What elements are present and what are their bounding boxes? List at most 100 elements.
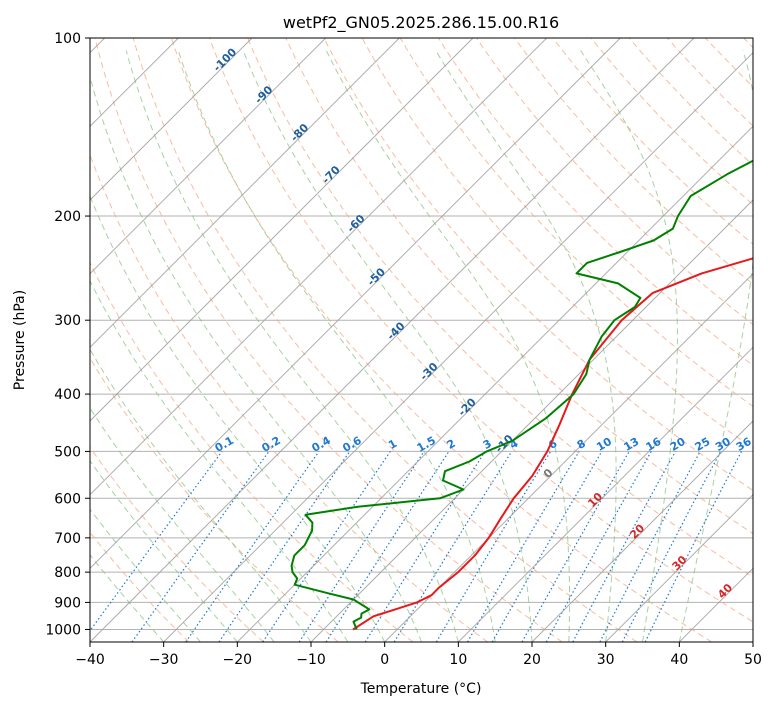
mixing-ratio-line — [364, 451, 486, 642]
dry-adiabat-line — [90, 446, 264, 642]
mixing-ratio-line — [325, 451, 450, 642]
y-tick-label: 600 — [54, 491, 81, 507]
dry-adiabat-line — [247, 38, 753, 578]
x-axis-label: Temperature (°C) — [360, 681, 482, 697]
dry-adiabat-line — [743, 38, 753, 49]
moist-adiabat-line — [90, 508, 201, 642]
mixing-ratio-line — [572, 451, 677, 642]
isotherm-line — [384, 272, 753, 642]
isotherm-label: -80 — [288, 121, 311, 144]
dry-adiabat-line — [132, 38, 638, 642]
y-tick-label: 500 — [54, 444, 81, 460]
isotherm-label: -50 — [365, 265, 388, 288]
mixing-ratio-label: 2 — [445, 437, 458, 452]
isotherm-label: -90 — [252, 83, 275, 106]
dry-adiabat-line — [209, 38, 753, 623]
moist-adiabat-line — [325, 50, 570, 642]
x-tick-label: 20 — [523, 652, 541, 668]
adiabat-label: 40 — [715, 581, 735, 601]
moist-adiabat-line — [177, 50, 496, 642]
moist-adiabat-line — [90, 74, 422, 642]
moist-adiabat-line — [125, 50, 459, 642]
mixing-ratio-line — [131, 451, 270, 642]
dry-adiabat-line — [399, 38, 753, 408]
isotherm-label: -70 — [320, 163, 343, 186]
y-tick-label: 200 — [54, 209, 81, 225]
isotherm-line — [90, 38, 548, 496]
isotherm-label: -100 — [211, 45, 240, 74]
adiabat-label: 20 — [627, 521, 647, 541]
isotherm-line — [90, 38, 695, 642]
y-axis-ticks: 100 200 300 400 500 600 700 800 900 1000 — [45, 31, 90, 638]
mixing-ratio-line — [521, 451, 630, 642]
dry-adiabat-line — [90, 153, 488, 642]
isotherm-line — [531, 420, 753, 642]
isotherm-line — [90, 38, 474, 422]
moist-adiabat-line — [580, 50, 678, 642]
temperature-profile-line — [352, 257, 753, 631]
mixing-ratio-line — [218, 451, 351, 642]
dry-adiabat-line — [90, 531, 190, 642]
isotherm-line — [90, 38, 400, 349]
x-tick-label: 0 — [380, 652, 389, 668]
x-axis-ticks: −40 −30 −20 −10 0 10 20 30 40 50 — [75, 642, 762, 668]
dry-adiabat-line — [590, 38, 753, 206]
dry-adiabat-line — [170, 38, 712, 642]
dry-adiabat-line — [667, 38, 753, 127]
moist-adiabat-line — [242, 50, 533, 642]
x-tick-label: −10 — [296, 652, 326, 668]
mixing-ratio-line — [435, 451, 552, 642]
isotherm-line — [236, 125, 753, 642]
y-axis-label: Pressure (hPa) — [12, 290, 28, 390]
x-tick-label: 30 — [597, 652, 615, 668]
chart-title: wetPf2_GN05.2025.286.15.00.R16 — [283, 13, 559, 33]
dry-adiabat-line — [705, 38, 753, 88]
profile-lines — [290, 159, 753, 631]
dry-adiabat-line — [90, 261, 414, 642]
isotherm-line — [163, 51, 753, 642]
moist-adiabat-line — [90, 407, 275, 642]
x-tick-label: −30 — [149, 652, 179, 668]
y-tick-label: 300 — [54, 313, 81, 329]
plot-frame — [89, 37, 754, 643]
dry-adiabat-line — [628, 38, 753, 166]
x-tick-label: −40 — [75, 652, 105, 668]
moist-adiabat-line — [90, 459, 238, 642]
isotherm-line — [310, 199, 753, 642]
mixing-ratio-line — [545, 451, 652, 642]
mixing-ratio-line — [599, 451, 701, 642]
isotherm-line — [457, 346, 753, 642]
y-tick-label: 700 — [54, 531, 81, 547]
y-tick-label: 900 — [54, 595, 81, 611]
y-tick-label: 1000 — [45, 622, 81, 638]
dry-adiabat-line — [552, 38, 753, 245]
dewpoint-profile-line — [290, 159, 753, 630]
dry-adiabat-line — [514, 38, 753, 285]
y-tick-label: 100 — [54, 31, 81, 47]
mixing-ratio-line — [491, 451, 603, 642]
y-tick-label: 800 — [54, 565, 81, 581]
x-tick-label: −20 — [223, 652, 253, 668]
mixing-ratio-line — [466, 451, 580, 642]
mixing-ratio-label: 36 — [734, 435, 754, 454]
moist-adiabat-line — [90, 554, 165, 642]
isotherm-line — [605, 493, 753, 642]
isotherm-line — [90, 38, 621, 570]
mixing-ratio-line — [393, 451, 513, 642]
moist-adiabat-line — [90, 348, 312, 642]
background-lines — [90, 38, 753, 642]
isotherm-line — [90, 38, 327, 275]
moist-adiabat-line — [90, 279, 349, 642]
dry-adiabat-line — [94, 38, 563, 642]
dry-adiabat-line — [476, 38, 753, 326]
mixing-ratio-label: 1 — [386, 437, 399, 452]
isotherm-line — [90, 38, 253, 201]
moist-adiabat-line — [90, 194, 386, 642]
x-tick-label: 10 — [449, 652, 467, 668]
mixing-ratio-line — [90, 451, 223, 632]
adiabat-label: 10 — [585, 490, 605, 510]
isotherm-line — [678, 567, 753, 642]
moist-adiabat-line — [678, 50, 753, 642]
dry-adiabat-line — [90, 357, 339, 642]
